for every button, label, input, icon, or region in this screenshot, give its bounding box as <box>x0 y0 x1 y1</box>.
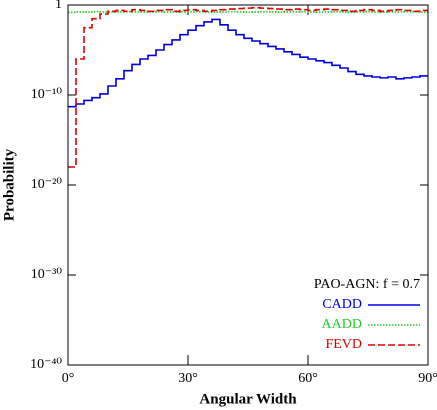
legend-title: PAO-AGN: f = 0.7 <box>314 277 420 292</box>
legend-label: AADD <box>322 317 362 332</box>
x-tick-label: 0° <box>62 371 75 386</box>
x-tick-label: 60° <box>298 371 318 386</box>
x-tick-label: 30° <box>178 371 198 386</box>
series-line <box>68 18 428 108</box>
x-axis-label: Angular Width <box>199 391 297 407</box>
legend-label: CADD <box>322 297 362 312</box>
y-axis-label: Probability <box>1 148 17 221</box>
y-tick-label: 10⁻³⁰ <box>31 267 63 282</box>
y-tick-label: 10⁻¹⁰ <box>31 87 63 102</box>
y-tick-label: 1 <box>55 0 62 12</box>
x-tick-label: 90° <box>418 371 437 386</box>
legend-label: FEVD <box>325 337 362 352</box>
plot-frame <box>67 4 429 366</box>
series-line <box>68 6 428 168</box>
y-tick-label: 10⁻⁴⁰ <box>30 357 62 372</box>
series-line <box>68 10 428 14</box>
y-tick-label: 10⁻²⁰ <box>31 177 63 192</box>
